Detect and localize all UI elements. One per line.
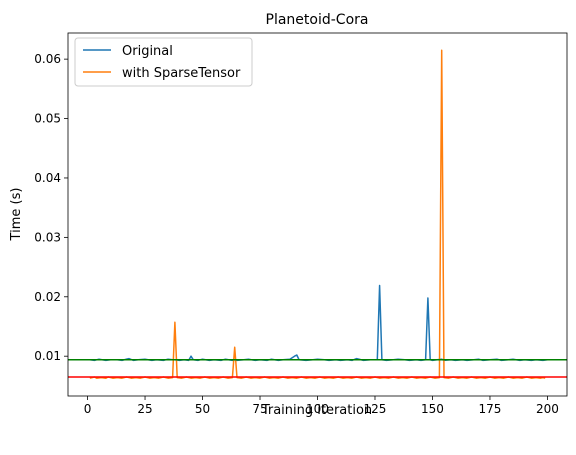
- x-tick-label: 25: [137, 402, 152, 416]
- plot-lines: [68, 49, 567, 379]
- x-tick-label: 125: [364, 402, 387, 416]
- y-axis-label: Time (s): [9, 188, 24, 242]
- x-axis: 0 25 50 75 100 125 150 175 200: [84, 396, 559, 416]
- x-tick-label: 75: [252, 402, 267, 416]
- y-tick-label: 0.03: [34, 230, 61, 244]
- chart-title: Planetoid-Cora: [266, 12, 369, 28]
- x-tick-label: 150: [421, 402, 444, 416]
- y-tick-label: 0.01: [34, 349, 61, 363]
- x-axis-label: Training iteration: [261, 403, 372, 418]
- legend: Original with SparseTensor: [74, 37, 253, 87]
- x-tick-label: 100: [306, 402, 329, 416]
- legend-label-sparse: with SparseTensor: [122, 66, 241, 81]
- y-tick-label: 0.04: [34, 171, 61, 185]
- x-tick-label: 200: [536, 402, 559, 416]
- x-tick-label: 50: [195, 402, 210, 416]
- y-tick-label: 0.06: [34, 52, 61, 66]
- x-tick-label: 175: [479, 402, 502, 416]
- x-tick-label: 0: [84, 402, 92, 416]
- plot-area-frame: [67, 32, 568, 397]
- legend-label-original: Original: [122, 44, 173, 59]
- y-axis: 0.01 0.02 0.03 0.04 0.05 0.06: [34, 52, 68, 363]
- y-tick-label: 0.02: [34, 290, 61, 304]
- legend-box: [74, 37, 253, 87]
- y-tick-label: 0.05: [34, 112, 61, 126]
